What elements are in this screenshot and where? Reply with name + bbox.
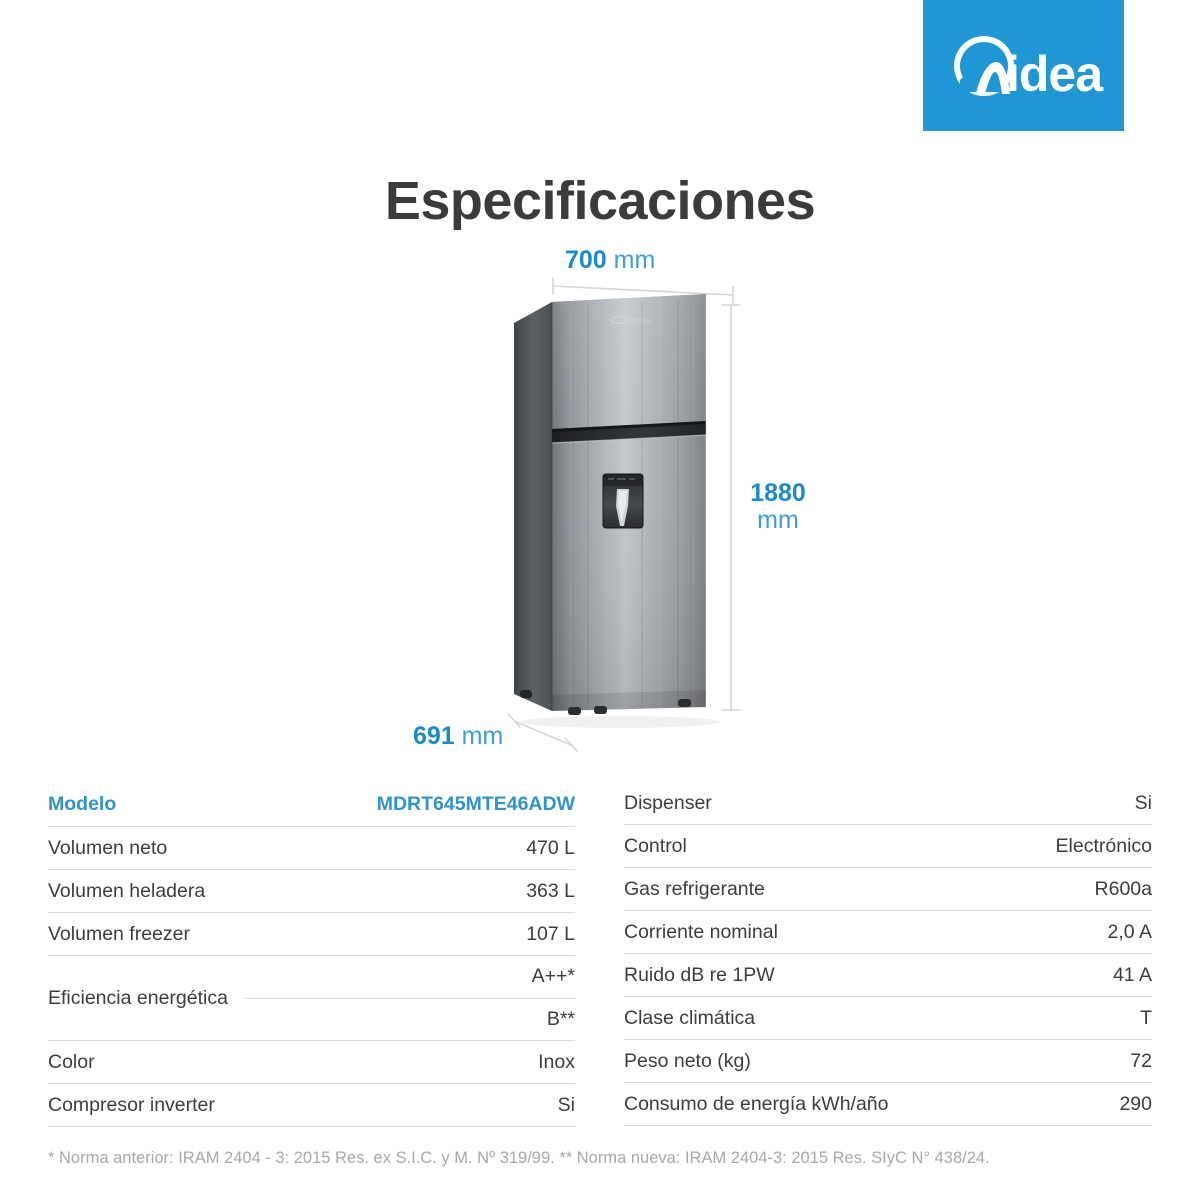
brand-logo-box: idea [923,0,1124,131]
dimension-width-value: 700 [565,246,607,274]
spec-key: Gas refrigerante [624,877,765,900]
footnote: * Norma anterior: IRAM 2404 - 3: 2015 Re… [48,1149,990,1167]
spec-key: Volumen heladera [48,879,206,902]
spec-row-color: Color Inox [48,1041,575,1084]
page-title: Especificaciones [384,171,816,231]
dimension-height-unit: mm [757,506,799,534]
spec-value-stack: A++* B** [243,956,575,1040]
spec-key: Clase climática [624,1006,756,1029]
dimension-height-value: 1880 [750,479,806,507]
refrigerator-image: Midea [500,290,735,740]
spec-value-norma-anterior: A++* [243,956,575,999]
spec-value: 72 [1130,1049,1152,1072]
spec-key: Consumo de energía kWh/año [624,1092,889,1115]
spec-key: Volumen neto [48,836,168,859]
dimension-depth-unit: mm [461,722,504,750]
spec-key: Peso neto (kg) [624,1049,751,1072]
spec-value: 290 [1119,1092,1152,1115]
spec-value: Si [557,1093,575,1116]
spec-row-ruido: Ruido dB re 1PW 41 A [624,954,1152,997]
spec-row-modelo: Modelo MDRT645MTE46ADW [48,782,575,827]
spec-row-peso-neto: Peso neto (kg) 72 [624,1040,1152,1083]
spec-row-gas-refrigerante: Gas refrigerante R600a [624,868,1152,911]
spec-key: Volumen freezer [48,922,190,945]
spec-key: Eficiencia energética [48,986,228,1009]
spec-row-volumen-freezer: Volumen freezer 107 L [48,913,575,956]
midea-logo: idea [923,0,1124,131]
spec-value: 363 L [526,879,575,902]
spec-key: Color [48,1050,95,1073]
spec-value: 107 L [526,922,575,945]
spec-value: MDRT645MTE46ADW [376,792,575,815]
spec-key: Modelo [48,792,117,815]
spec-row-corriente-nominal: Corriente nominal 2,0 A [624,911,1152,954]
spec-value: Si [1134,791,1152,814]
spec-row-eficiencia-energetica: Eficiencia energética A++* B** [48,956,575,1041]
dimension-height-label: 1880 mm [742,480,814,534]
spec-key: Corriente nominal [624,920,778,943]
spec-key: Control [624,834,687,857]
spec-value: R600a [1094,877,1152,900]
dimension-width-unit: mm [613,246,656,274]
spec-value: 2,0 A [1107,920,1152,943]
spec-row-compresor-inverter: Compresor inverter Si [48,1084,575,1127]
spec-row-dispenser: Dispenser Si [624,782,1152,825]
spec-row-clase-climatica: Clase climática T [624,997,1152,1040]
spec-row-volumen-heladera: Volumen heladera 363 L [48,870,575,913]
dimension-depth-label: 691 mm [413,723,503,750]
spec-key: Compresor inverter [48,1093,215,1116]
dimension-depth-value: 691 [413,722,455,750]
spec-table-right: Dispenser Si Control Electrónico Gas ref… [624,782,1152,1126]
spec-key: Ruido dB re 1PW [624,963,775,986]
spec-value: Electrónico [1055,834,1152,857]
spec-value-norma-nueva: B** [546,1007,575,1030]
spec-row-volumen-neto: Volumen neto 470 L [48,827,575,870]
spec-row-control: Control Electrónico [624,825,1152,868]
spec-value: Inox [538,1050,575,1073]
spec-key: Dispenser [624,791,712,814]
product-hero: Midea 700 [0,235,1200,770]
spec-value: 41 A [1112,963,1152,986]
svg-text:Midea: Midea [631,318,650,325]
spec-value: 470 L [526,836,575,859]
spec-table-left: Modelo MDRT645MTE46ADW Volumen neto 470 … [48,782,575,1127]
spec-row-consumo-energia: Consumo de energía kWh/año 290 [624,1083,1152,1126]
dimension-width-label: 700 mm [565,247,655,274]
svg-text:idea: idea [1006,46,1104,102]
spec-value: T [1140,1006,1152,1029]
